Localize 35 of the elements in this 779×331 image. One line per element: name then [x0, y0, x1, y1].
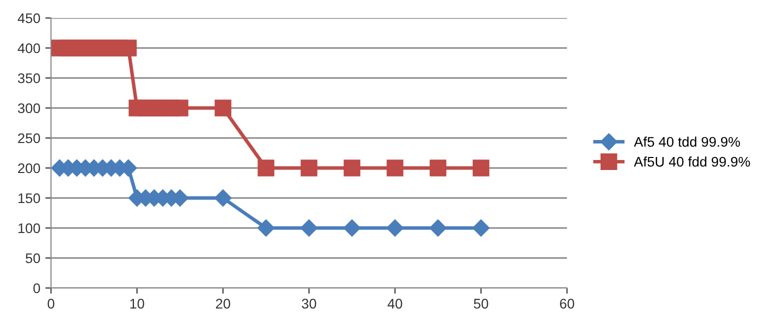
y-tick-label: 300 — [18, 103, 40, 114]
x-tick-label: 50 — [474, 298, 488, 309]
y-tick-label: 0 — [33, 283, 40, 294]
point — [172, 100, 188, 116]
x-tick-label: 0 — [48, 298, 54, 309]
point — [386, 219, 404, 237]
y-tick-label: 250 — [18, 133, 40, 144]
y-tick-label: 50 — [26, 253, 40, 264]
x-tick-label: 60 — [560, 298, 574, 309]
point — [472, 219, 490, 237]
x-tick-label: 30 — [302, 298, 316, 309]
x-tick-label: 20 — [216, 298, 230, 309]
y-tick-label: 400 — [18, 43, 40, 54]
point — [429, 219, 447, 237]
y-tick-label: 100 — [18, 223, 40, 234]
legend-label: Af5 40 tdd 99.9% — [634, 136, 740, 147]
y-tick-label: 450 — [18, 13, 40, 24]
point — [258, 160, 274, 176]
x-tick-label: 40 — [388, 298, 402, 309]
point — [386, 160, 404, 176]
point — [300, 219, 318, 237]
point — [257, 219, 275, 237]
point — [472, 160, 490, 176]
point — [344, 160, 360, 176]
y-tick-label: 150 — [18, 193, 40, 204]
point — [120, 40, 137, 56]
point — [300, 160, 318, 176]
legend-label: Af5U 40 fdd 99.9% — [634, 156, 750, 167]
x-tick-label: 10 — [130, 298, 144, 309]
y-tick-label: 350 — [18, 73, 40, 84]
point — [214, 189, 232, 207]
point — [430, 160, 446, 176]
point — [343, 219, 361, 237]
point — [214, 100, 232, 116]
y-tick-label: 200 — [18, 163, 40, 174]
